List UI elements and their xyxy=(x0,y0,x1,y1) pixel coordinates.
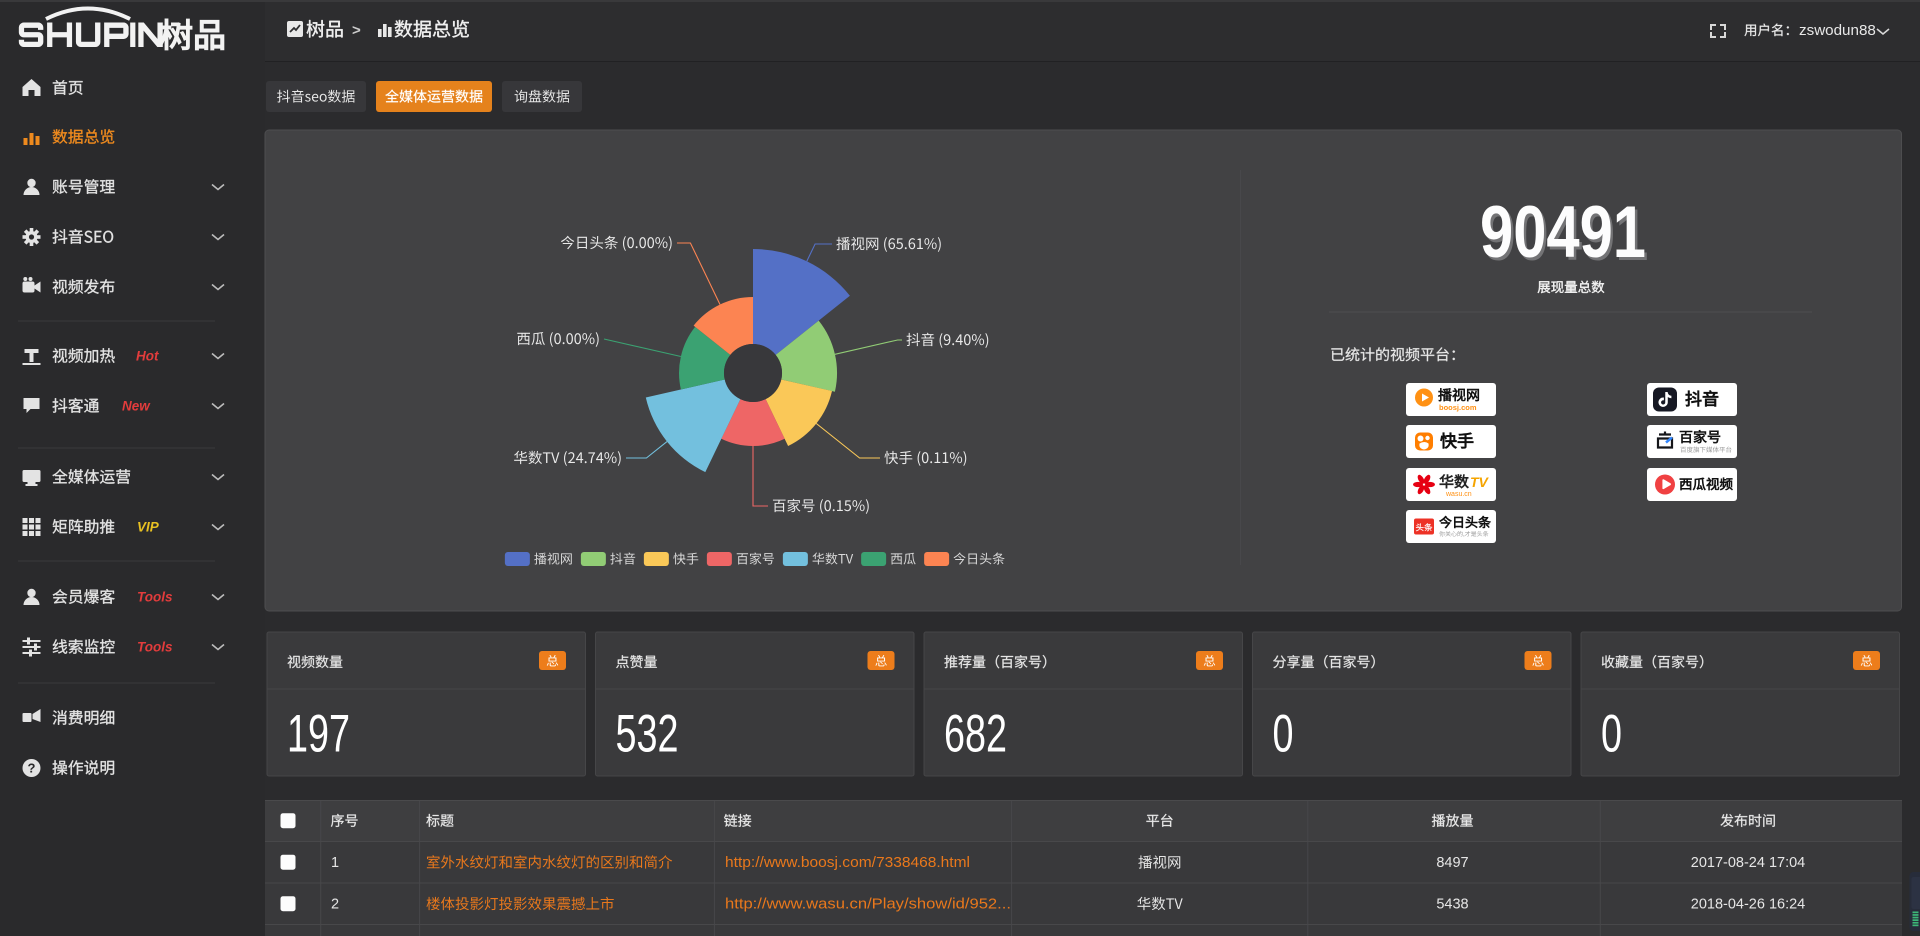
svg-text:532: 532 xyxy=(616,705,679,764)
svg-text:0: 0 xyxy=(1601,705,1622,764)
svg-text:8497: 8497 xyxy=(1436,855,1468,871)
svg-text:Tools: Tools xyxy=(137,590,173,605)
svg-text:http://www.boosj.com/7338468.h: http://www.boosj.com/7338468.html xyxy=(725,854,970,871)
svg-text:197: 197 xyxy=(287,705,350,764)
svg-text:2: 2 xyxy=(331,897,339,913)
svg-text:Hot: Hot xyxy=(136,349,159,364)
svg-text:wasu.cn: wasu.cn xyxy=(1445,491,1472,498)
svg-text:0: 0 xyxy=(1273,705,1294,764)
svg-text:TV: TV xyxy=(1470,474,1490,490)
svg-text:zswodun88: zswodun88 xyxy=(1799,22,1876,39)
svg-text:5438: 5438 xyxy=(1436,897,1468,913)
svg-text:1: 1 xyxy=(331,855,339,871)
svg-text:http://www.wasu.cn/Play/show/i: http://www.wasu.cn/Play/show/id/952... xyxy=(725,896,1011,913)
svg-text:boosj.com: boosj.com xyxy=(1439,403,1477,412)
svg-text:New: New xyxy=(122,399,151,414)
svg-text:90491: 90491 xyxy=(1480,192,1646,273)
svg-text:Tools: Tools xyxy=(137,640,173,655)
svg-text:?: ? xyxy=(28,761,36,776)
svg-text:>: > xyxy=(352,22,361,39)
svg-text:VIP: VIP xyxy=(137,520,160,535)
svg-text:2018-04-26 16:24: 2018-04-26 16:24 xyxy=(1691,897,1806,913)
svg-text:682: 682 xyxy=(944,705,1007,764)
svg-text:2017-08-24 17:04: 2017-08-24 17:04 xyxy=(1691,855,1806,871)
